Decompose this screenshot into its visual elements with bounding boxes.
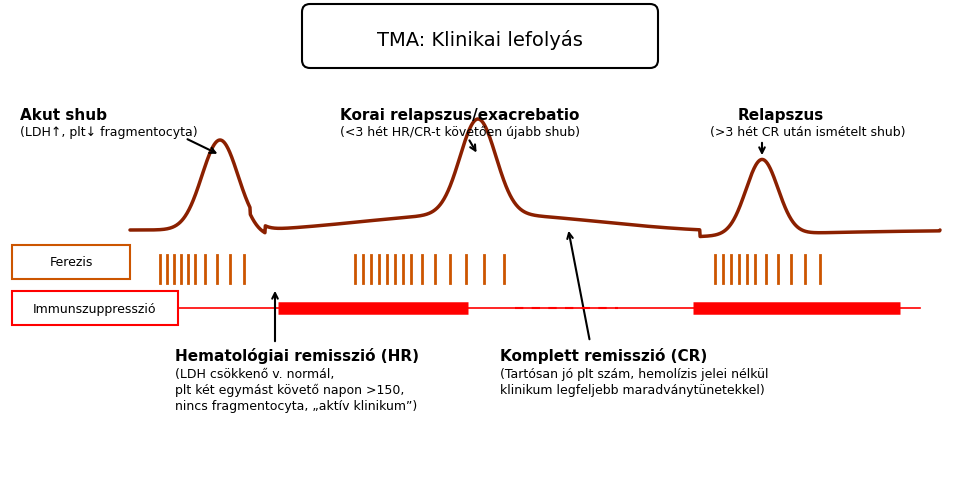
FancyBboxPatch shape	[12, 291, 178, 325]
Text: Komplett remisszió (CR): Komplett remisszió (CR)	[500, 348, 708, 364]
Text: (Tartósan jó plt szám, hemolízis jelei nélkül: (Tartósan jó plt szám, hemolízis jelei n…	[500, 368, 769, 381]
Text: Immunszuppresszió: Immunszuppresszió	[34, 302, 156, 316]
Text: plt két egymást követő napon >150,: plt két egymást követő napon >150,	[175, 384, 404, 397]
Text: klinikum legfeljebb maradványtünetekkel): klinikum legfeljebb maradványtünetekkel)	[500, 384, 765, 397]
Text: TMA: Klinikai lefolyás: TMA: Klinikai lefolyás	[377, 30, 583, 50]
Text: (>3 hét CR után ismételt shub): (>3 hét CR után ismételt shub)	[710, 126, 905, 139]
Text: (LDH↑, plt↓ fragmentocyta): (LDH↑, plt↓ fragmentocyta)	[20, 126, 198, 139]
Text: Ferezis: Ferezis	[49, 257, 93, 270]
Text: Hematológiai remisszió (HR): Hematológiai remisszió (HR)	[175, 348, 419, 364]
Text: Korai relapszus/exacrebatio: Korai relapszus/exacrebatio	[340, 108, 580, 123]
Text: nincs fragmentocyta, „aktív klinikum”): nincs fragmentocyta, „aktív klinikum”)	[175, 400, 418, 413]
FancyBboxPatch shape	[302, 4, 658, 68]
Text: Relapszus: Relapszus	[738, 108, 825, 123]
Text: (LDH csökkenő v. normál,: (LDH csökkenő v. normál,	[175, 368, 334, 381]
FancyBboxPatch shape	[12, 245, 130, 279]
Text: (<3 hét HR/CR-t követően újabb shub): (<3 hét HR/CR-t követően újabb shub)	[340, 126, 580, 139]
Text: Akut shub: Akut shub	[20, 108, 107, 123]
